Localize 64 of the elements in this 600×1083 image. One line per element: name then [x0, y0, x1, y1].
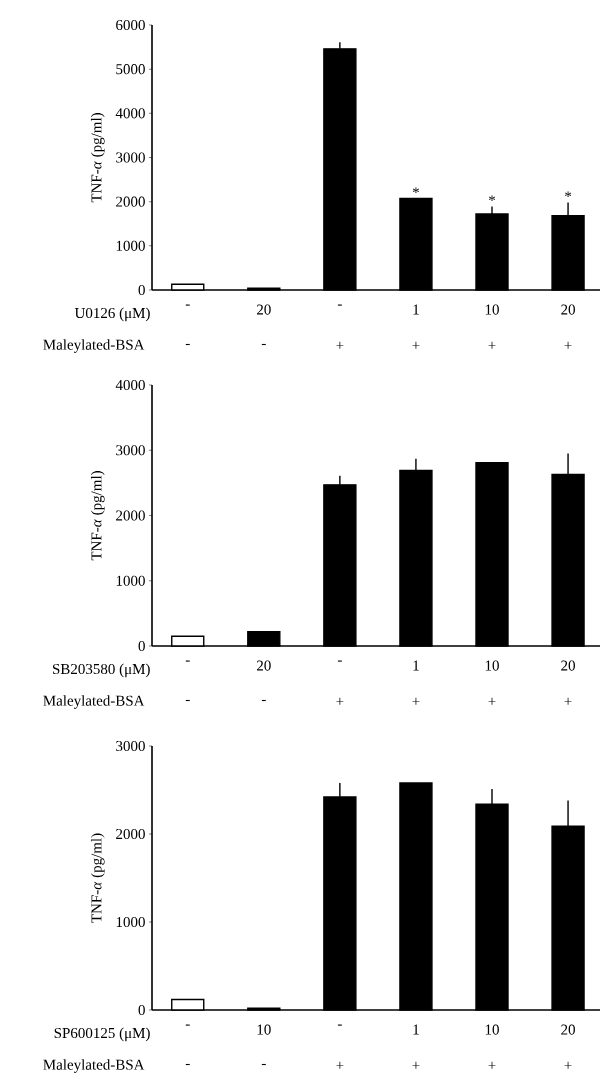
- text: Maleylated-BSA: [43, 695, 145, 709]
- x-tick-label: 1: [413, 660, 419, 671]
- y-tick-label: 2000: [116, 510, 145, 521]
- y-tick-label: 1000: [116, 575, 145, 586]
- text: -: [261, 343, 266, 346]
- text: +: [336, 341, 344, 349]
- y-tick-label: 0: [138, 284, 145, 296]
- text: +: [564, 341, 572, 349]
- y-tick-label: 4000: [115, 379, 145, 391]
- x-tick-label: 20: [561, 660, 575, 671]
- text: +: [412, 341, 420, 349]
- x-tick-label: 1: [413, 304, 419, 315]
- y-tick-label: 4000: [115, 108, 145, 119]
- x-tick-label: 10: [485, 660, 499, 671]
- x-tick-label: 1: [413, 1024, 419, 1035]
- text: -: [185, 699, 190, 702]
- text: -: [261, 699, 266, 702]
- x-tick-label: 10: [485, 304, 499, 315]
- y-tick-label: 2000: [116, 828, 145, 840]
- y-tick-label: 0: [138, 640, 145, 652]
- text: +: [488, 697, 496, 705]
- data-label: *: [488, 195, 496, 201]
- y-tick-label: 1000: [116, 916, 145, 928]
- x-tick-label: -: [185, 660, 190, 662]
- text: -: [185, 343, 190, 346]
- x-tick-label: 10: [257, 1024, 271, 1035]
- y-axis-title: TNF-α (pg/ml): [90, 833, 105, 923]
- x-axis-title: SP600125 (μM): [54, 1027, 150, 1042]
- x-tick-label: 20: [561, 304, 575, 315]
- x-tick-label: -: [185, 304, 190, 306]
- y-axis-title: TNF-α (pg/ml): [90, 471, 105, 561]
- data-label: *: [412, 187, 419, 194]
- y-tick-label: 2000: [116, 196, 145, 207]
- x-axis-title: SB203580 (μM): [53, 663, 150, 678]
- text: Maleylated-BSA: [43, 339, 145, 353]
- text: +: [488, 1061, 496, 1069]
- text: +: [412, 1061, 420, 1069]
- x-tick-label: -: [337, 1024, 342, 1026]
- y-tick-label: 6000: [116, 19, 145, 31]
- text: +: [412, 697, 420, 705]
- text: +: [564, 1061, 572, 1069]
- x-tick-label: 20: [256, 304, 271, 315]
- text: +: [488, 341, 496, 349]
- y-tick-label: 0: [138, 1004, 145, 1016]
- x-tick-label: -: [337, 304, 342, 306]
- text: +: [336, 1061, 344, 1069]
- x-tick-label: -: [185, 1024, 190, 1026]
- x-tick-label: 20: [256, 660, 271, 671]
- y-tick-label: 3000: [116, 445, 145, 456]
- text: -: [261, 1063, 266, 1066]
- y-tick-label: 1000: [116, 240, 145, 251]
- data-label: *: [565, 191, 572, 198]
- x-tick-label: -: [337, 660, 342, 662]
- y-axis-title: TNF-α (pg/ml): [90, 113, 105, 203]
- y-tick-label: 3000: [116, 740, 145, 752]
- y-tick-label: 3000: [116, 152, 145, 163]
- x-tick-label: 20: [561, 1024, 575, 1035]
- text: -: [185, 1063, 190, 1066]
- text: Maleylated-BSA: [43, 1059, 145, 1073]
- y-tick-label: 5000: [116, 64, 145, 75]
- x-axis-title: U0126 (μM): [74, 307, 150, 322]
- text: +: [564, 697, 572, 705]
- x-tick-label: 10: [485, 1024, 499, 1035]
- text: +: [336, 697, 344, 705]
